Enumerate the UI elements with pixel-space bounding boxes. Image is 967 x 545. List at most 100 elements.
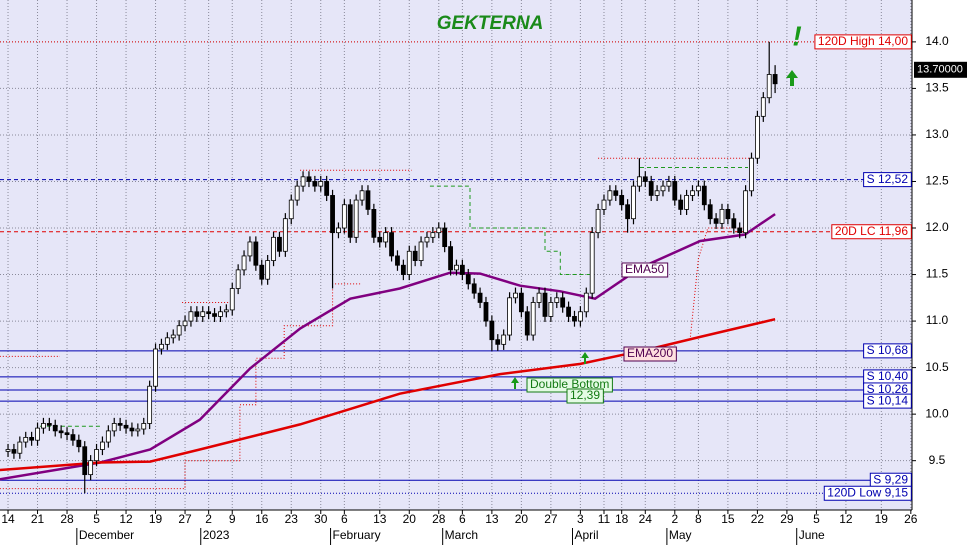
candle-body xyxy=(306,176,312,182)
candle-body xyxy=(271,236,276,261)
candle-body xyxy=(94,449,99,462)
chart-title: GEKTERNA xyxy=(437,13,544,34)
x-tick-label: 20 xyxy=(515,512,529,526)
candle-body xyxy=(613,190,619,196)
candle-body xyxy=(589,232,595,294)
month-label: February xyxy=(333,528,381,542)
candle-body xyxy=(253,241,259,266)
candle-body xyxy=(294,185,300,201)
candle-body xyxy=(548,302,554,317)
candle-body xyxy=(312,181,318,187)
month-label: December xyxy=(79,528,134,542)
y-tick-label: 12.0 xyxy=(925,220,949,234)
candle-body xyxy=(277,236,282,252)
candle-body xyxy=(619,195,625,206)
x-tick-label: 6 xyxy=(341,512,348,526)
candle-body xyxy=(241,255,247,271)
y-tick-label: 10.5 xyxy=(925,360,949,374)
level-label: S 12,52 xyxy=(867,172,909,186)
last-price-box xyxy=(914,61,967,78)
candle-body xyxy=(654,190,660,196)
candle-body xyxy=(536,292,542,303)
candle-body xyxy=(477,292,483,303)
level-label-box xyxy=(863,393,912,409)
candle-body xyxy=(459,264,465,275)
double-bottom-label: Double Bottom xyxy=(530,377,609,391)
candle-body xyxy=(725,208,731,220)
candle-body xyxy=(282,218,288,252)
ema-label-box xyxy=(623,346,677,362)
y-tick-label: 9.5 xyxy=(929,453,946,467)
candle-body xyxy=(636,176,642,187)
candle-body xyxy=(513,292,518,299)
candle-body xyxy=(448,246,453,271)
candle-body xyxy=(159,343,164,350)
candle-body xyxy=(206,311,212,315)
candle-body xyxy=(35,427,40,441)
x-tick-label: 3 xyxy=(577,512,584,526)
x-tick-label: 20 xyxy=(403,512,417,526)
level-label: S 10,40 xyxy=(867,369,909,383)
candle-body xyxy=(58,430,64,434)
x-tick-label: 26 xyxy=(904,512,918,526)
candle-body xyxy=(755,115,760,159)
candle-body xyxy=(300,176,306,187)
candles-layer xyxy=(5,41,778,494)
y-tick-label: 14.0 xyxy=(925,34,949,48)
candle-body xyxy=(695,185,701,192)
candle-body xyxy=(731,218,737,229)
candle-body xyxy=(324,181,330,196)
up-arrow xyxy=(581,352,589,364)
level-label: S 9,29 xyxy=(873,472,908,486)
x-tick-label: 19 xyxy=(875,512,889,526)
price-note-label-box xyxy=(566,388,604,404)
x-tick-label: 24 xyxy=(639,512,653,526)
x-tick-label: 16 xyxy=(255,512,269,526)
up-arrow xyxy=(786,70,798,86)
x-tick-label: 15 xyxy=(721,512,735,526)
month-label: April xyxy=(574,528,598,542)
candle-body xyxy=(743,190,749,234)
x-tick-label: 8 xyxy=(695,512,702,526)
candle-body xyxy=(383,232,389,243)
candle-body xyxy=(147,385,153,424)
candle-body xyxy=(607,190,613,201)
candle-body xyxy=(566,306,571,317)
candle-body xyxy=(117,423,123,426)
x-tick-label: 13 xyxy=(485,512,499,526)
lines-layer xyxy=(0,41,871,494)
level-label: S 10,14 xyxy=(867,393,909,407)
candle-body xyxy=(70,434,76,441)
candle-body xyxy=(572,316,577,322)
candle-body xyxy=(424,236,430,243)
ema-label: EMA200 xyxy=(627,346,673,360)
candle-body xyxy=(88,460,94,476)
x-tick-label: 23 xyxy=(285,512,299,526)
level-label: 120D High 14,00 xyxy=(818,34,908,48)
candle-body xyxy=(23,437,29,443)
x-tick-label: 21 xyxy=(31,512,45,526)
candle-body xyxy=(265,260,271,280)
candle-body xyxy=(46,423,52,426)
candle-body xyxy=(713,218,719,224)
candle-body xyxy=(648,181,654,196)
candle-body xyxy=(772,74,778,85)
level-label: 120D Low 9,15 xyxy=(827,485,908,499)
exclamation: ! xyxy=(792,20,801,51)
candle-body xyxy=(701,185,707,206)
level-label: S 10,26 xyxy=(867,382,909,396)
candle-body xyxy=(690,190,695,196)
level-label-box xyxy=(863,343,912,359)
x-tick-label: 12 xyxy=(839,512,853,526)
candle-body xyxy=(336,227,341,234)
candle-body xyxy=(530,302,536,336)
candle-body xyxy=(684,195,689,210)
level-label-box xyxy=(863,172,912,188)
candle-body xyxy=(406,250,412,275)
candle-body xyxy=(235,269,241,289)
y-tick-label: 11.5 xyxy=(926,267,949,281)
candle-body xyxy=(471,283,477,294)
candle-body xyxy=(560,297,566,308)
x-tick-label: 27 xyxy=(544,512,558,526)
